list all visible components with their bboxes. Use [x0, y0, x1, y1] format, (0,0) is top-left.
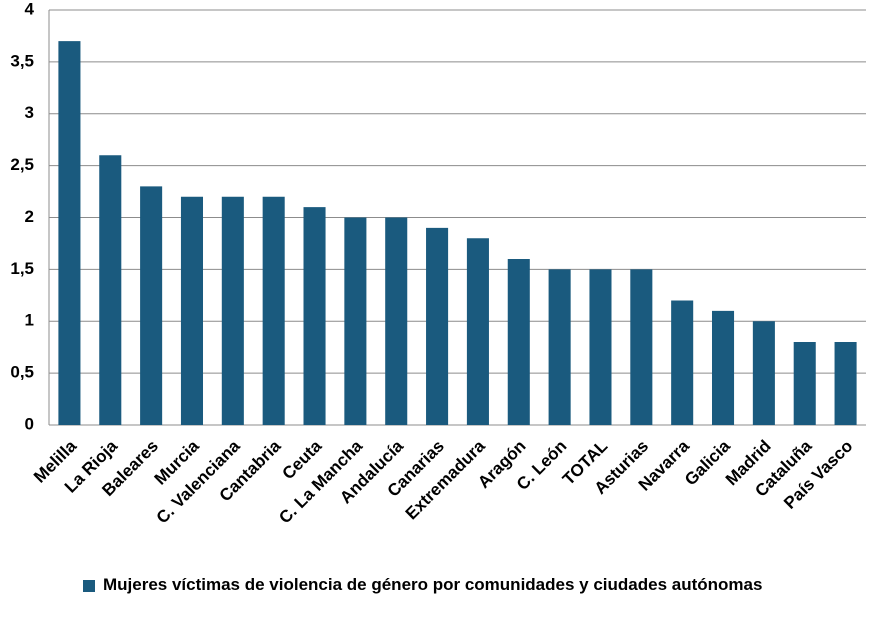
- bar: [589, 269, 612, 425]
- bar: [711, 310, 735, 425]
- y-tick-label: 2,5: [10, 155, 34, 174]
- y-tick-label: 1,5: [10, 259, 34, 278]
- bar: [630, 269, 653, 425]
- bar: [344, 217, 367, 425]
- legend-swatch: [83, 580, 95, 592]
- bar: [752, 321, 775, 425]
- bar: [58, 41, 81, 425]
- bar: [671, 300, 694, 425]
- bar: [262, 196, 285, 425]
- legend-label: Mujeres víctimas de violencia de género …: [103, 575, 763, 594]
- y-tick-label: 4: [25, 0, 35, 18]
- bar: [548, 269, 571, 425]
- y-tick-label: 3,5: [10, 51, 34, 70]
- bar: [834, 342, 857, 425]
- y-tick-label: 3: [25, 103, 34, 122]
- bar: [221, 196, 244, 425]
- legend: Mujeres víctimas de violencia de género …: [83, 574, 823, 596]
- bar: [180, 196, 204, 425]
- bar: [140, 186, 163, 425]
- bar: [303, 207, 326, 425]
- bar: [793, 342, 816, 425]
- y-tick-label: 1: [25, 311, 34, 330]
- bar: [466, 238, 489, 425]
- bar: [99, 155, 122, 425]
- bar: [426, 227, 449, 425]
- y-tick-label: 0,5: [10, 363, 34, 382]
- bar: [507, 259, 530, 425]
- y-tick-label: 2: [25, 207, 34, 226]
- bar: [385, 217, 408, 425]
- y-tick-label: 0: [25, 414, 34, 433]
